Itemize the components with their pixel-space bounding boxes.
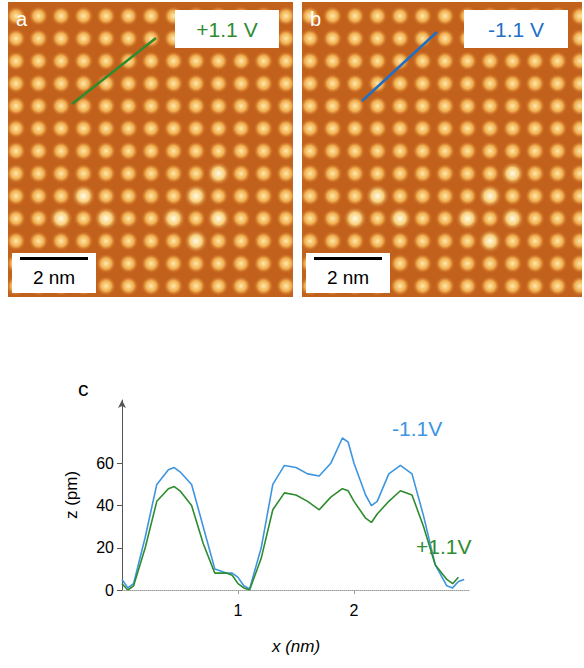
svg-text:z (pm): z (pm) (62, 471, 81, 519)
svg-text:-1.1 V: -1.1 V (488, 18, 544, 41)
svg-text:2 nm: 2 nm (327, 267, 369, 288)
svg-text:-1.1V: -1.1V (392, 417, 442, 440)
svg-text:1: 1 (234, 602, 243, 619)
svg-text:b: b (310, 8, 321, 30)
svg-text:60: 60 (96, 455, 114, 472)
svg-text:0: 0 (105, 582, 114, 599)
svg-text:20: 20 (96, 539, 114, 556)
svg-text:x (nm): x (nm) (271, 637, 320, 656)
svg-text:2 nm: 2 nm (33, 267, 75, 288)
svg-text:c: c (78, 377, 89, 400)
svg-text:40: 40 (96, 497, 114, 514)
svg-text:+1.1 V: +1.1 V (196, 18, 257, 41)
svg-text:a: a (16, 8, 28, 30)
svg-text:+1.1V: +1.1V (416, 535, 471, 558)
svg-text:2: 2 (350, 602, 359, 619)
